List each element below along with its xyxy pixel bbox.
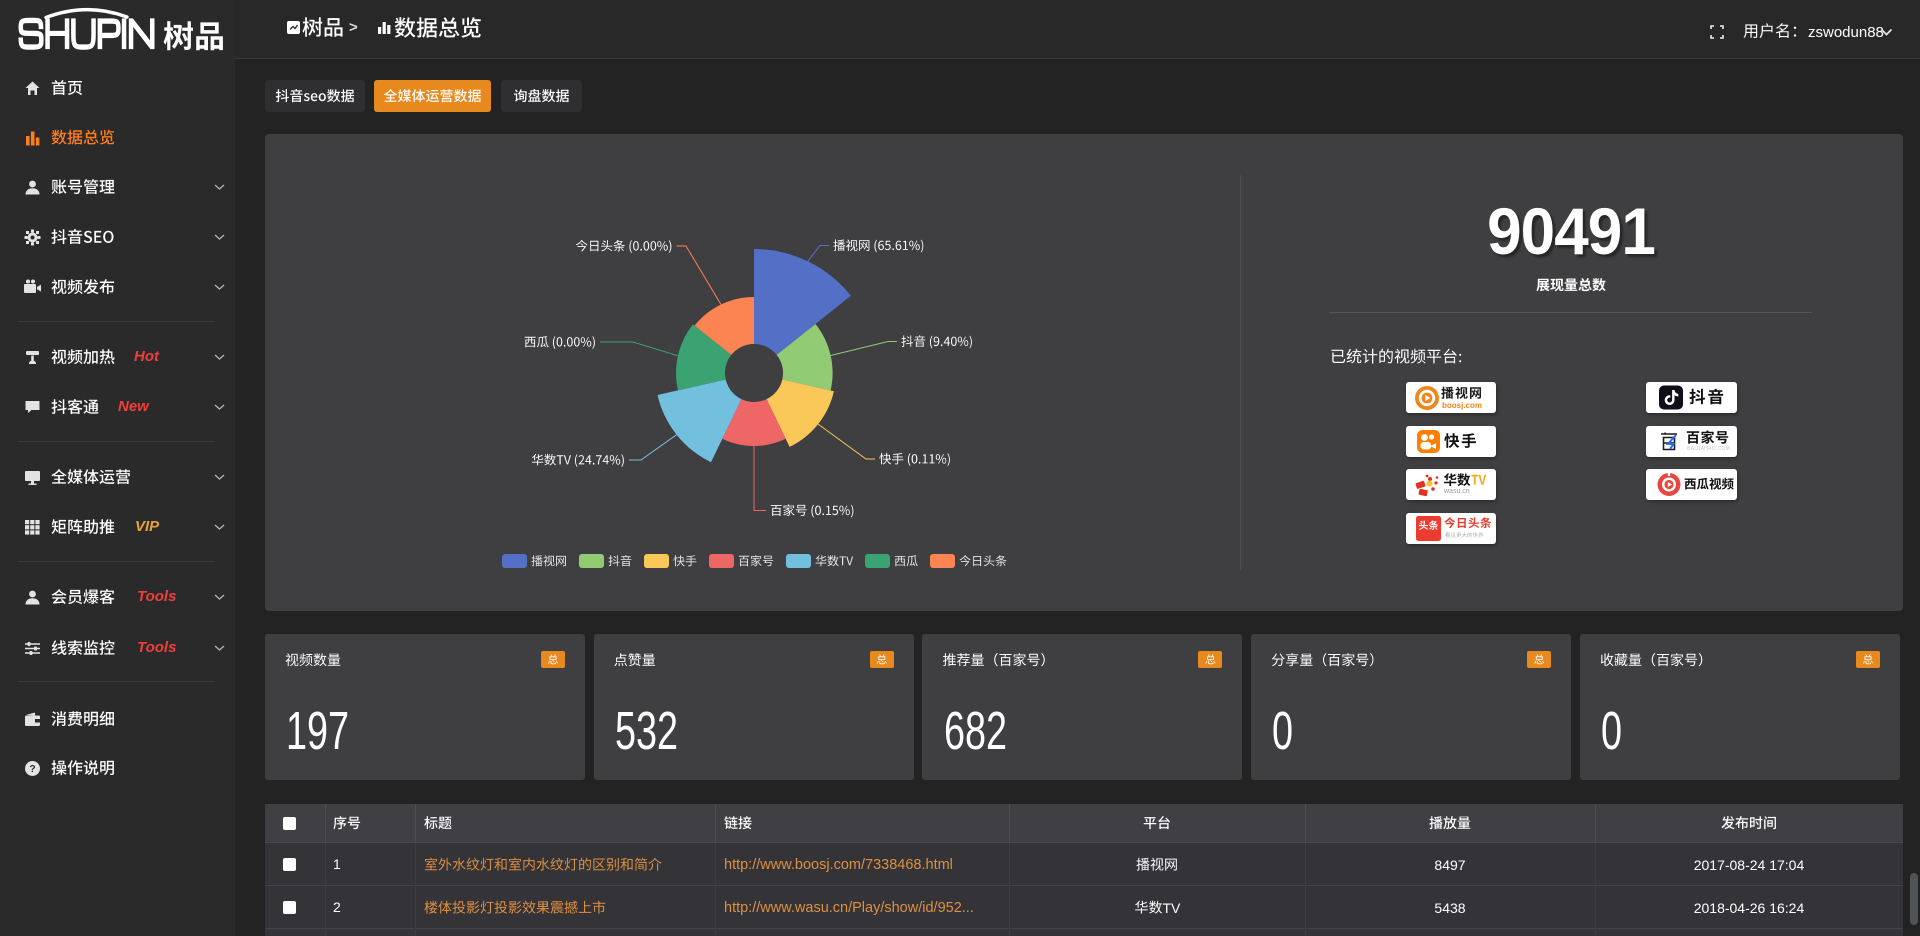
svg-text:?: ? — [29, 764, 35, 775]
